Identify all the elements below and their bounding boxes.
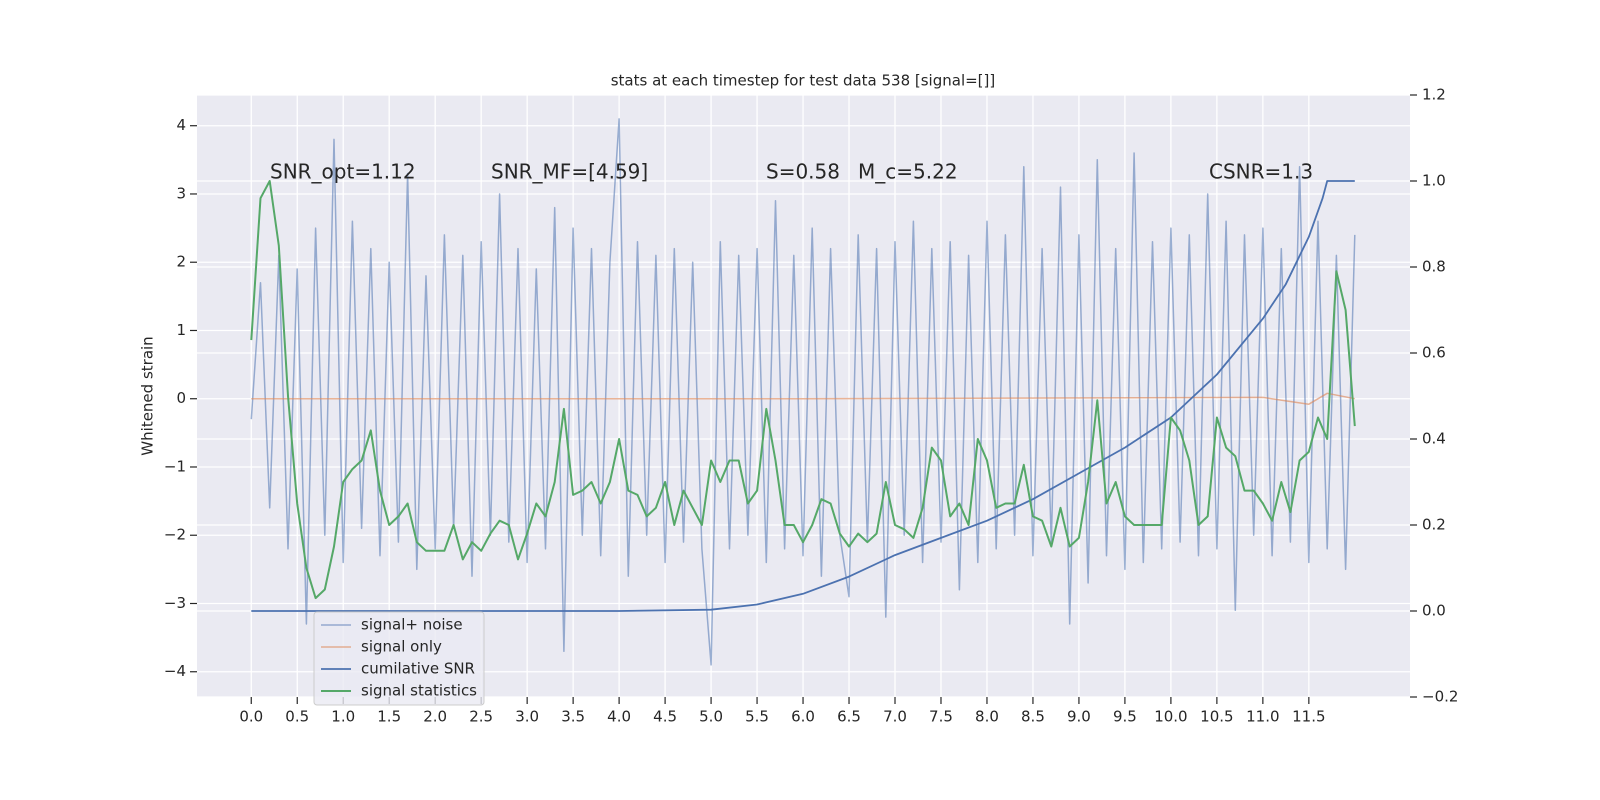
- y-tick-label: 1: [176, 321, 186, 339]
- x-tick-label: 1.5: [377, 708, 401, 726]
- y-tick-label: −4: [164, 662, 186, 680]
- y-tick-label: 0: [176, 389, 186, 407]
- legend-box: [313, 611, 485, 706]
- y2-tick-label: 0.6: [1422, 344, 1446, 362]
- series-line: [250, 118, 1356, 666]
- x-tick-label: 10.5: [1200, 708, 1233, 726]
- x-tick-label: 11.0: [1246, 708, 1279, 726]
- x-tick-label: 7.0: [883, 708, 907, 726]
- series-line: [251, 180, 1355, 612]
- x-tick-label: 9.0: [1067, 708, 1091, 726]
- legend-label: signal only: [361, 638, 442, 656]
- y-tick-label: −2: [164, 526, 186, 544]
- x-tick-label: 4.0: [607, 708, 631, 726]
- y2-tick-label: −0.2: [1422, 688, 1458, 706]
- x-tick-label: 8.0: [975, 708, 999, 726]
- x-tick-label: 2.5: [469, 708, 493, 726]
- y2-tick-label: 1.2: [1422, 86, 1446, 104]
- x-tick-label: 1.0: [331, 708, 355, 726]
- y-axis-label: Whitened strain: [139, 336, 157, 455]
- x-tick-label: 2.0: [423, 708, 447, 726]
- x-tick-label: 6.0: [791, 708, 815, 726]
- x-tick-label: 8.5: [1021, 708, 1045, 726]
- y2-tick-label: 0.8: [1422, 258, 1446, 276]
- x-tick-label: 4.5: [653, 708, 677, 726]
- legend-label: cumilative SNR: [361, 660, 475, 678]
- series-line: [251, 392, 1355, 405]
- annotation: SNR_MF=[4.59]: [491, 160, 648, 184]
- y-tick-label: 2: [176, 253, 186, 271]
- x-tick-label: 0.0: [239, 708, 263, 726]
- annotation: S=0.58: [766, 160, 840, 184]
- x-tick-label: 9.5: [1113, 708, 1137, 726]
- y2-tick-label: 0.4: [1422, 430, 1446, 448]
- y-tick-label: 3: [176, 184, 186, 202]
- legend-label: signal+ noise: [361, 616, 463, 634]
- legend: signal+ noise signal only cumilative SNR si…: [313, 611, 485, 706]
- legend-label: signal statistics: [361, 682, 477, 700]
- x-tick-label: 7.5: [929, 708, 953, 726]
- y2-tick-label: 1.0: [1422, 172, 1446, 190]
- x-tick-label: 11.5: [1292, 708, 1325, 726]
- chart-title: stats at each timestep for test data 538…: [611, 72, 996, 90]
- x-tick-label: 0.5: [285, 708, 309, 726]
- x-tick-label: 5.0: [699, 708, 723, 726]
- y-tick-label: −3: [164, 594, 186, 612]
- x-tick-label: 3.5: [561, 708, 585, 726]
- y-tick-label: 4: [176, 116, 186, 134]
- x-tick-label: 10.0: [1154, 708, 1187, 726]
- y-tick-label: −1: [164, 457, 186, 475]
- x-tick-label: 3.0: [515, 708, 539, 726]
- y2-tick-label: 0.2: [1422, 516, 1446, 534]
- annotation: SNR_opt=1.12: [270, 160, 416, 184]
- annotation: M_c=5.22: [858, 160, 958, 184]
- y2-tick-label: 0.0: [1422, 602, 1446, 620]
- series-line: [250, 180, 1356, 600]
- x-tick-label: 6.5: [837, 708, 861, 726]
- x-tick-label: 5.5: [745, 708, 769, 726]
- annotation: CSNR=1.3: [1209, 160, 1313, 184]
